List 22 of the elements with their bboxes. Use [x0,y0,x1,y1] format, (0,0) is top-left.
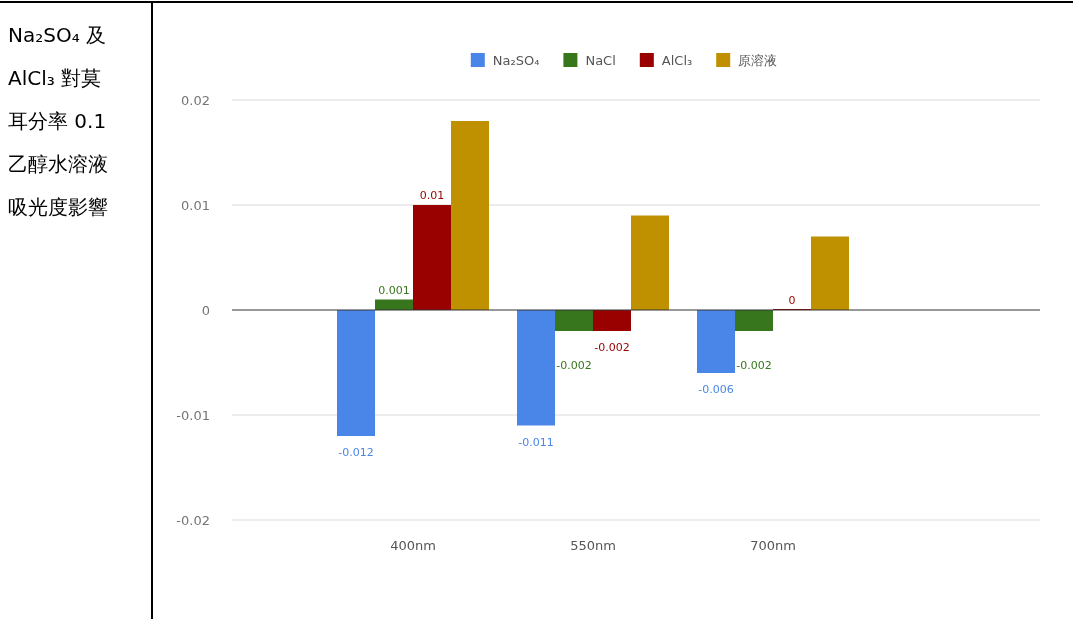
legend-label: 原溶液 [738,53,778,68]
y-tick-label: 0.02 [181,93,210,108]
y-tick-label: 0 [201,303,210,318]
data-label: -0.012 [338,446,374,459]
data-label: 0 [788,294,796,307]
x-tick-label: 700nm [750,538,796,553]
x-tick-label: 400nm [390,538,436,553]
data-label: -0.006 [698,383,734,396]
y-tick-label: 0.01 [181,198,210,213]
data-label: -0.011 [518,435,554,449]
x-tick-label: 550nm [570,538,616,553]
legend-label: NaCl [585,53,616,68]
y-tick-label: -0.01 [176,408,210,423]
data-label: -0.002 [736,359,772,372]
legend-label: Na₂SO₄ [492,53,540,68]
data-label: 0.001 [378,283,410,297]
text: Na₂SO₄ 及 AlCl₃ 對莫耳分率 0.1 乙醇水溶液吸光度影響 [8,22,109,221]
data-label: -0.002 [556,359,592,372]
data-label: -0.002 [594,341,630,354]
legend-label: AlCl₃ [661,53,693,68]
y-tick-label: -0.02 [176,513,210,528]
data-label: 0.01 [419,189,445,202]
